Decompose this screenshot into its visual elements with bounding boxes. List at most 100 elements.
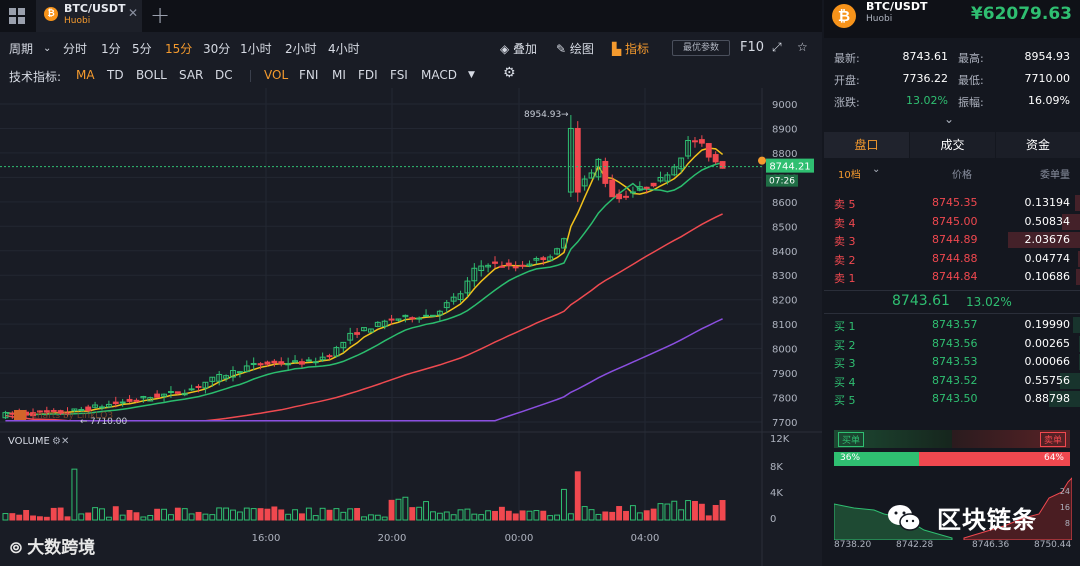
volume-bar — [650, 508, 657, 521]
col-price: 价格 — [952, 170, 972, 181]
indicator-td[interactable]: TD — [107, 68, 124, 82]
indicator-macd[interactable]: MACD — [421, 68, 457, 82]
volume-bar — [457, 509, 464, 521]
ask-row[interactable]: 卖 5 8745.35 0.13194 — [824, 194, 1080, 212]
optimal-params-button[interactable]: 最优参数 — [672, 40, 730, 56]
tab-btc-usdt[interactable]: ₿ BTC/USDT Huobi ✕ — [36, 0, 142, 32]
indicator-fdi[interactable]: FDI — [358, 68, 378, 82]
bid-row[interactable]: 买 4 8743.52 0.55756 — [824, 372, 1080, 390]
chevron-down-icon[interactable]: ⌄ — [43, 43, 52, 54]
indicator-fni[interactable]: FNI — [299, 68, 319, 82]
volume-bar — [298, 513, 305, 521]
panel-tabs: 盘口 成交 资金 — [824, 132, 1080, 158]
depth-bar — [1049, 391, 1080, 407]
order-label: 卖 2 — [834, 253, 856, 267]
gear-icon[interactable]: ⚙ — [503, 65, 516, 81]
period-2[interactable]: 5分 — [132, 42, 152, 56]
market-exchange: Huobi — [866, 14, 893, 24]
price-dot — [758, 156, 766, 165]
overlay-button[interactable]: ◈ 叠加 — [500, 40, 537, 57]
indicator-vol[interactable]: VOL — [264, 68, 289, 82]
bid-row[interactable]: 买 2 8743.56 0.00265 — [824, 335, 1080, 353]
depth-select[interactable]: 10档 — [838, 170, 861, 181]
tab-orderbook[interactable]: 盘口 — [824, 132, 909, 158]
order-price: 8743.53 — [932, 355, 978, 368]
tab-trades[interactable]: 成交 — [910, 132, 995, 158]
candle-body — [230, 370, 236, 378]
volume-bar — [416, 506, 423, 521]
indicator-sar[interactable]: SAR — [179, 68, 204, 82]
high-marker: 8954.93 — [524, 110, 561, 120]
close-icon[interactable]: ✕ — [128, 6, 139, 20]
volume-bar — [319, 507, 326, 521]
candle-body — [609, 179, 616, 198]
indicator-mi[interactable]: MI — [332, 68, 346, 82]
ask-row[interactable]: 卖 3 8744.89 2.03676 — [824, 231, 1080, 249]
y-tick-label: 8600 — [772, 198, 797, 209]
candle-body — [671, 166, 678, 176]
bid-row[interactable]: 买 3 8743.53 0.00066 — [824, 353, 1080, 371]
candle-body — [388, 318, 395, 321]
volume-bar — [698, 503, 705, 521]
depth-x-label: 8742.28 — [896, 540, 934, 550]
ask-row[interactable]: 卖 4 8745.00 0.50834 — [824, 213, 1080, 231]
chevron-down-icon[interactable]: ⌄ — [872, 164, 881, 175]
candle-body — [567, 127, 574, 193]
indicator-boll[interactable]: BOLL — [136, 68, 167, 82]
candlestick-chart[interactable]: 9000890088008700860085008400830082008100… — [0, 88, 822, 566]
indicator-button[interactable]: ▙ 指标 — [612, 40, 649, 57]
order-price: 8743.50 — [932, 392, 978, 405]
candle-body — [464, 280, 471, 294]
period-1[interactable]: 1分 — [101, 42, 121, 56]
period-5[interactable]: 1小时 — [240, 42, 272, 56]
candle-body — [602, 160, 609, 184]
add-tab-icon[interactable]: + — [150, 1, 171, 29]
volume-bar — [292, 509, 298, 521]
volume-bar — [381, 516, 388, 521]
grid-menu-icon[interactable] — [8, 7, 26, 25]
volume-bar — [43, 516, 50, 521]
f10-button[interactable]: F10 — [740, 40, 765, 55]
candle-body — [423, 314, 430, 317]
volume-label: VOLUME — [8, 436, 50, 447]
candle-body — [30, 412, 36, 417]
indicator-dc[interactable]: DC — [215, 68, 233, 82]
tab-funds[interactable]: 资金 — [996, 132, 1080, 158]
indicator-label: 技术指标: — [9, 70, 62, 84]
candle-body — [223, 375, 230, 379]
ask-row[interactable]: 卖 2 8744.88 0.04774 — [824, 250, 1080, 268]
bar-chart-icon: ▙ — [612, 42, 626, 56]
period-7[interactable]: 4小时 — [328, 42, 360, 56]
volume-bar — [354, 507, 361, 521]
period-0[interactable]: 分时 — [63, 42, 88, 56]
volume-bar — [705, 515, 712, 521]
order-label: 卖 1 — [834, 272, 856, 285]
chevron-down-icon[interactable]: ⌄ — [944, 112, 955, 126]
star-icon[interactable]: ☆ — [797, 40, 808, 54]
volume-bar — [133, 512, 140, 521]
volume-bar — [181, 508, 188, 521]
volume-bar — [561, 488, 567, 521]
bid-row[interactable]: 买 1 8743.57 0.19990 — [824, 316, 1080, 334]
volume-bar — [519, 510, 526, 521]
fullscreen-icon[interactable]: ⤢ — [772, 40, 782, 54]
candle-body — [236, 371, 243, 374]
draw-button[interactable]: ✎ 绘图 — [556, 40, 594, 57]
period-3[interactable]: 15分 — [165, 42, 193, 56]
ask-row[interactable]: 卖 1 8744.84 0.10686 — [824, 268, 1080, 286]
indicator-fsi[interactable]: FSI — [390, 68, 408, 82]
candle-body — [719, 161, 726, 169]
volume-bar — [112, 506, 119, 521]
bid-row[interactable]: 买 5 8743.50 0.88798 — [824, 390, 1080, 408]
period-4[interactable]: 30分 — [203, 42, 231, 56]
candle-body — [347, 332, 354, 341]
order-qty: 0.50834 — [1024, 214, 1071, 228]
volume-bar — [174, 507, 181, 521]
period-6[interactable]: 2小时 — [285, 42, 317, 56]
brand-watermark-text: 大数跨境 — [27, 538, 96, 558]
candle-body — [457, 293, 464, 301]
dropdown-triangle-icon[interactable]: ▼ — [468, 70, 475, 80]
order-label: 买 5 — [834, 394, 856, 407]
volume-bar — [636, 512, 643, 521]
indicator-ma[interactable]: MA — [76, 68, 95, 82]
